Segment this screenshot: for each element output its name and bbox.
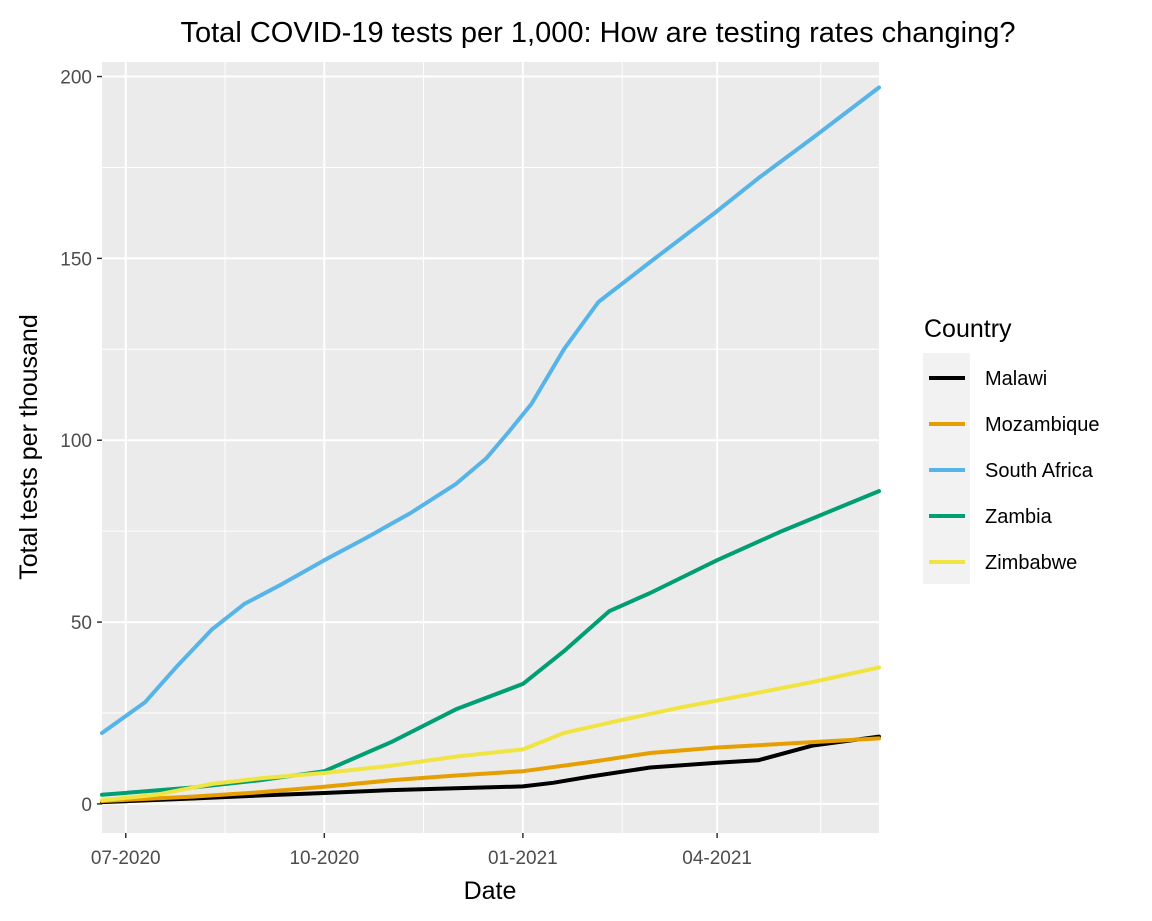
y-tick-label: 100: [60, 431, 92, 452]
legend: Country Malawi Mozambique South Africa Zamb…: [923, 315, 1100, 584]
y-tick-label: 50: [71, 613, 92, 634]
y-axis: 0 50 100 150 200: [60, 68, 102, 816]
y-tick-label: 0: [81, 795, 92, 816]
x-axis-title: Date: [464, 877, 517, 905]
y-tick-label: 150: [60, 249, 92, 270]
legend-label-south-africa: South Africa: [985, 460, 1094, 482]
legend-label-zimbabwe: Zimbabwe: [985, 552, 1077, 574]
chart-title: Total COVID-19 tests per 1,000: How are …: [181, 17, 1016, 49]
x-tick-label: 01-2021: [488, 848, 558, 869]
series-lines: [100, 85, 881, 805]
y-axis-title: Total tests per thousand: [15, 314, 43, 579]
y-tick-label: 200: [60, 68, 92, 89]
series-line-zimbabwe: [100, 665, 881, 803]
legend-label-zambia: Zambia: [985, 506, 1053, 528]
plot-panel: [102, 62, 879, 833]
x-tick-label: 10-2020: [289, 848, 359, 869]
x-tick-label: 07-2020: [91, 848, 161, 869]
legend-label-mozambique: Mozambique: [985, 414, 1100, 436]
x-tick-label: 04-2021: [682, 848, 752, 869]
legend-title: Country: [924, 315, 1012, 343]
legend-label-malawi: Malawi: [985, 368, 1047, 390]
gridlines: [102, 62, 879, 833]
series-line-south-africa: [100, 85, 881, 735]
series-line-malawi: [100, 734, 881, 805]
x-axis: 07-2020 10-2020 01-2021 04-2021: [91, 833, 752, 869]
series-line-mozambique: [100, 736, 881, 803]
